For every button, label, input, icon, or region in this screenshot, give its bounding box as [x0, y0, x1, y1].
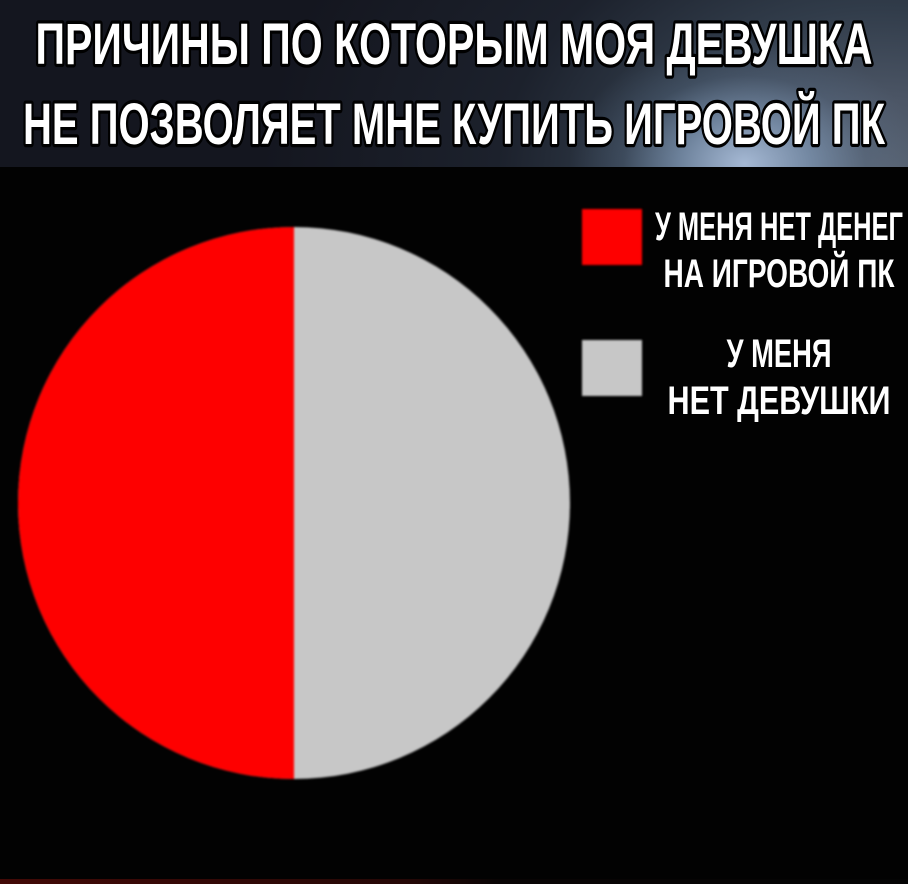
svg-text:НА ИГРОВОЙ ПК: НА ИГРОВОЙ ПК	[664, 250, 895, 296]
svg-text:НЕТ ДЕВУШКИ: НЕТ ДЕВУШКИ	[668, 379, 891, 423]
svg-text:У МЕНЯ НЕТ ДЕНЕГ: У МЕНЯ НЕТ ДЕНЕГ	[655, 205, 903, 249]
svg-text:У МЕНЯ: У МЕНЯ	[727, 332, 832, 376]
svg-text:ПРИЧИНЫ ПО КОТОРЫМ МОЯ ДЕВУШКА: ПРИЧИНЫ ПО КОТОРЫМ МОЯ ДЕВУШКА	[36, 12, 873, 77]
svg-text:НЕ ПОЗВОЛЯЕТ МНЕ КУПИТЬ ИГРОВО: НЕ ПОЗВОЛЯЕТ МНЕ КУПИТЬ ИГРОВОЙ ПК	[23, 92, 885, 157]
